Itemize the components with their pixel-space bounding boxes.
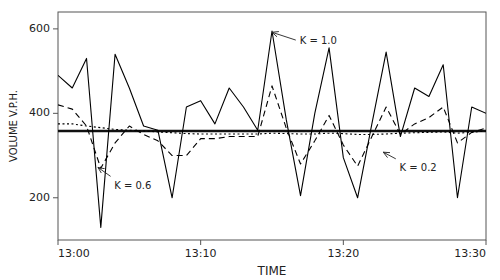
y-axis-label: VOLUME V.P.H. bbox=[8, 90, 19, 162]
plot-frame bbox=[58, 12, 486, 240]
y-tick bbox=[53, 197, 58, 198]
y-tick-label: 600 bbox=[29, 22, 50, 35]
x-tick bbox=[343, 240, 344, 245]
x-tick-label: 13:30 bbox=[454, 247, 486, 260]
annotation: K = 1.0 bbox=[300, 35, 337, 46]
y-tick-label: 400 bbox=[29, 106, 50, 119]
annotation: K = 0.6 bbox=[114, 180, 151, 191]
x-tick bbox=[58, 240, 59, 245]
annotation: K = 0.2 bbox=[400, 162, 437, 173]
y-tick bbox=[53, 113, 58, 114]
plot-area bbox=[58, 31, 486, 227]
x-tick bbox=[200, 240, 201, 245]
x-tick bbox=[486, 240, 487, 245]
y-tick-label: 200 bbox=[29, 191, 50, 204]
chart: 200 400 600 13:00 13:10 13:20 13:30 TIME VOLUME … bbox=[0, 0, 500, 280]
series-line bbox=[58, 86, 486, 168]
annotation-arrow bbox=[383, 152, 396, 159]
x-tick-label: 13:10 bbox=[185, 247, 217, 260]
x-axis-label: TIME bbox=[257, 264, 287, 278]
y-tick bbox=[53, 28, 58, 29]
series-line bbox=[58, 124, 486, 135]
series-line bbox=[58, 31, 486, 227]
annotation-arrow bbox=[272, 32, 296, 40]
annotation-arrow bbox=[98, 167, 111, 176]
x-tick-label: 13:00 bbox=[58, 247, 90, 260]
x-tick-label: 13:20 bbox=[327, 247, 359, 260]
